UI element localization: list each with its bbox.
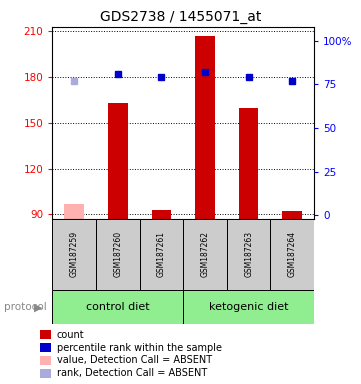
Bar: [282, 211, 302, 219]
Bar: [40, 369, 51, 378]
Text: GSM187261: GSM187261: [157, 232, 166, 277]
Text: ▶: ▶: [34, 302, 42, 312]
Text: GSM187260: GSM187260: [113, 231, 122, 278]
Bar: [183, 290, 314, 324]
Bar: [40, 343, 51, 352]
Bar: [152, 210, 171, 219]
Bar: [183, 219, 227, 290]
Text: GSM187262: GSM187262: [200, 232, 209, 277]
Bar: [227, 219, 270, 290]
Text: protocol: protocol: [4, 302, 46, 312]
Text: ketogenic diet: ketogenic diet: [209, 302, 288, 312]
Text: control diet: control diet: [86, 302, 149, 312]
Bar: [195, 36, 215, 219]
Bar: [270, 219, 314, 290]
Bar: [52, 290, 183, 324]
Bar: [239, 108, 258, 219]
Text: rank, Detection Call = ABSENT: rank, Detection Call = ABSENT: [57, 368, 207, 378]
Bar: [64, 204, 84, 219]
Bar: [52, 219, 96, 290]
Bar: [40, 356, 51, 365]
Bar: [40, 330, 51, 339]
Text: GSM187264: GSM187264: [288, 231, 297, 278]
Text: GSM187263: GSM187263: [244, 231, 253, 278]
Bar: [108, 103, 127, 219]
Text: value, Detection Call = ABSENT: value, Detection Call = ABSENT: [57, 356, 212, 366]
Text: GSM187259: GSM187259: [70, 231, 79, 278]
Text: count: count: [57, 329, 84, 339]
Bar: [140, 219, 183, 290]
Bar: [96, 219, 140, 290]
Text: GDS2738 / 1455071_at: GDS2738 / 1455071_at: [100, 10, 261, 23]
Text: percentile rank within the sample: percentile rank within the sample: [57, 343, 222, 353]
